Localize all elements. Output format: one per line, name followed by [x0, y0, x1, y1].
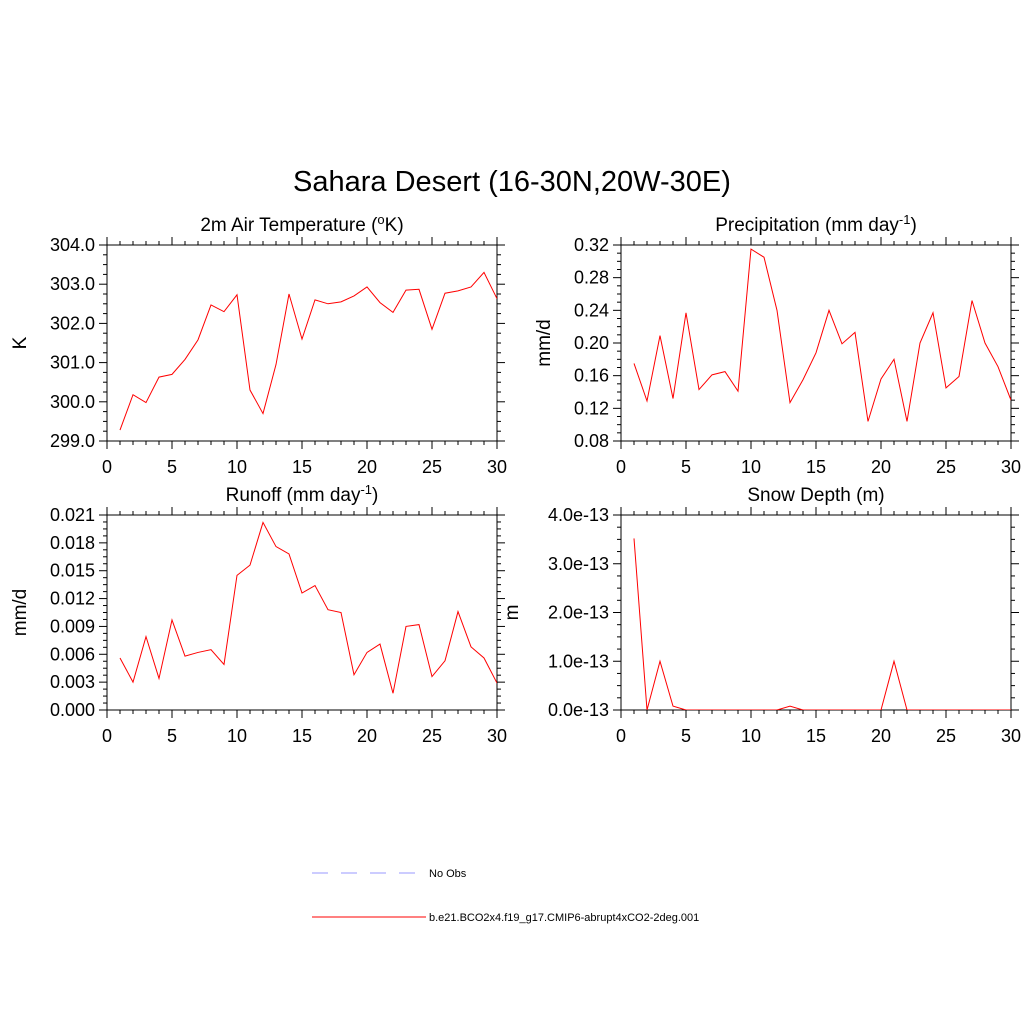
figure-title: Sahara Desert (16-30N,20W-30E) [293, 166, 731, 198]
y-tick-label: 299.0 [50, 431, 95, 451]
y-tick-label: 3.0e-13 [548, 554, 609, 574]
y-tick-label: 0.20 [574, 333, 609, 353]
panel-3: Runoff (mm day-1) mm/d 0 5 10 15 20 25 30 0.000 0.… [10, 482, 507, 746]
y-tick-label: 0.009 [50, 616, 95, 636]
y-tick-label: 0.000 [50, 700, 95, 720]
panels: 2m Air Temperature (oK) K 0 5 10 15 20 25 30 299.… [10, 212, 1021, 746]
x-tick-label: 20 [871, 457, 891, 477]
panel-title: 2m Air Temperature (oK) [200, 212, 403, 236]
y-axis-label: mm/d [10, 589, 31, 637]
x-tick-label: 0 [102, 457, 112, 477]
y-tick-label: 0.12 [574, 398, 609, 418]
y-tick-label: 1.0e-13 [548, 651, 609, 671]
x-tick-label: 10 [741, 726, 761, 746]
panel-title-text: Precipitation (mm day [715, 215, 899, 236]
x-tick-label: 20 [871, 726, 891, 746]
x-tick-label: 15 [292, 457, 312, 477]
y-tick-label: 0.021 [50, 505, 95, 525]
x-tick-label: 30 [1001, 457, 1021, 477]
x-tick-label: 10 [741, 457, 761, 477]
y-tick-label: 0.08 [574, 431, 609, 451]
y-tick-label: 2.0e-13 [548, 603, 609, 623]
plot-frame [620, 514, 1012, 711]
y-tick-label: 301.0 [50, 353, 95, 373]
plot-frame [106, 514, 498, 711]
legend-label: No Obs [429, 868, 467, 880]
y-tick-label: 0.32 [574, 235, 609, 255]
panel-1: 2m Air Temperature (oK) K 0 5 10 15 20 25 30 299.… [10, 212, 507, 477]
legend: No Obs b.e21.BCO2x4.f19_g17.CMIP6-abrupt4… [312, 868, 699, 924]
y-tick-label: 0.006 [50, 644, 95, 664]
panel-title-superscript: o [377, 212, 384, 227]
series-line-1 [633, 538, 1011, 710]
panel-title-text: Runoff (mm day [226, 485, 361, 506]
x-tick-label: 15 [806, 726, 826, 746]
x-tick-label: 5 [167, 726, 177, 746]
panel-title-text: 2m Air Temperature ( [200, 215, 378, 236]
x-tick-label: 25 [422, 457, 442, 477]
x-tick-label: 25 [422, 726, 442, 746]
x-tick-label: 0 [616, 457, 626, 477]
x-tick-label: 15 [292, 726, 312, 746]
x-tick-label: 5 [681, 726, 691, 746]
x-tick-label: 10 [227, 457, 247, 477]
x-tick-label: 30 [487, 457, 507, 477]
x-tick-label: 0 [102, 726, 112, 746]
x-tick-label: 30 [1001, 726, 1021, 746]
panel-title-superscript: -1 [899, 212, 911, 227]
x-tick-label: 20 [357, 726, 377, 746]
y-tick-label: 302.0 [50, 313, 95, 333]
y-axis-label: m [502, 605, 523, 621]
x-tick-label: 15 [806, 457, 826, 477]
y-tick-label: 303.0 [50, 274, 95, 294]
x-tick-label: 25 [936, 726, 956, 746]
panel-title-suffix: ) [372, 485, 378, 506]
y-axis-label: mm/d [534, 319, 555, 367]
panel-title: Runoff (mm day-1) [226, 482, 379, 506]
y-tick-label: 304.0 [50, 235, 95, 255]
plot-frame [620, 244, 1012, 442]
x-tick-label: 5 [167, 457, 177, 477]
y-tick-label: 300.0 [50, 392, 95, 412]
legend-label: b.e21.BCO2x4.f19_g17.CMIP6-abrupt4xCO2-2… [429, 912, 699, 924]
x-tick-label: 25 [936, 457, 956, 477]
y-tick-label: 0.16 [574, 366, 609, 386]
series-line-1 [119, 521, 497, 694]
y-tick-label: 0.28 [574, 268, 609, 288]
panel-title-superscript: -1 [360, 482, 372, 497]
series-line-1 [119, 271, 497, 431]
y-tick-label: 0.012 [50, 589, 95, 609]
panel-title-text: Snow Depth (m) [747, 485, 884, 506]
x-tick-label: 10 [227, 726, 247, 746]
y-axis-label: K [10, 336, 31, 349]
y-tick-label: 4.0e-13 [548, 505, 609, 525]
x-tick-label: 30 [487, 726, 507, 746]
y-tick-label: 0.018 [50, 533, 95, 553]
panel-title: Snow Depth (m) [747, 485, 884, 506]
x-tick-label: 5 [681, 457, 691, 477]
panel-2: Precipitation (mm day-1) mm/d 0 5 10 15 20 25 30… [534, 212, 1021, 477]
y-tick-label: 0.003 [50, 672, 95, 692]
panel-title-suffix: K) [385, 215, 404, 236]
plot-frame [106, 244, 498, 442]
panel-4: Snow Depth (m) m 0 5 10 15 20 25 30 0.0e-13 1.0e-1… [502, 485, 1021, 746]
y-tick-label: 0.0e-13 [548, 700, 609, 720]
panel-title: Precipitation (mm day-1) [715, 212, 917, 236]
panel-title-suffix: ) [910, 215, 916, 236]
x-tick-label: 0 [616, 726, 626, 746]
series-line-1 [633, 248, 1011, 422]
y-tick-label: 0.015 [50, 561, 95, 581]
x-tick-label: 20 [357, 457, 377, 477]
y-tick-label: 0.24 [574, 300, 609, 320]
